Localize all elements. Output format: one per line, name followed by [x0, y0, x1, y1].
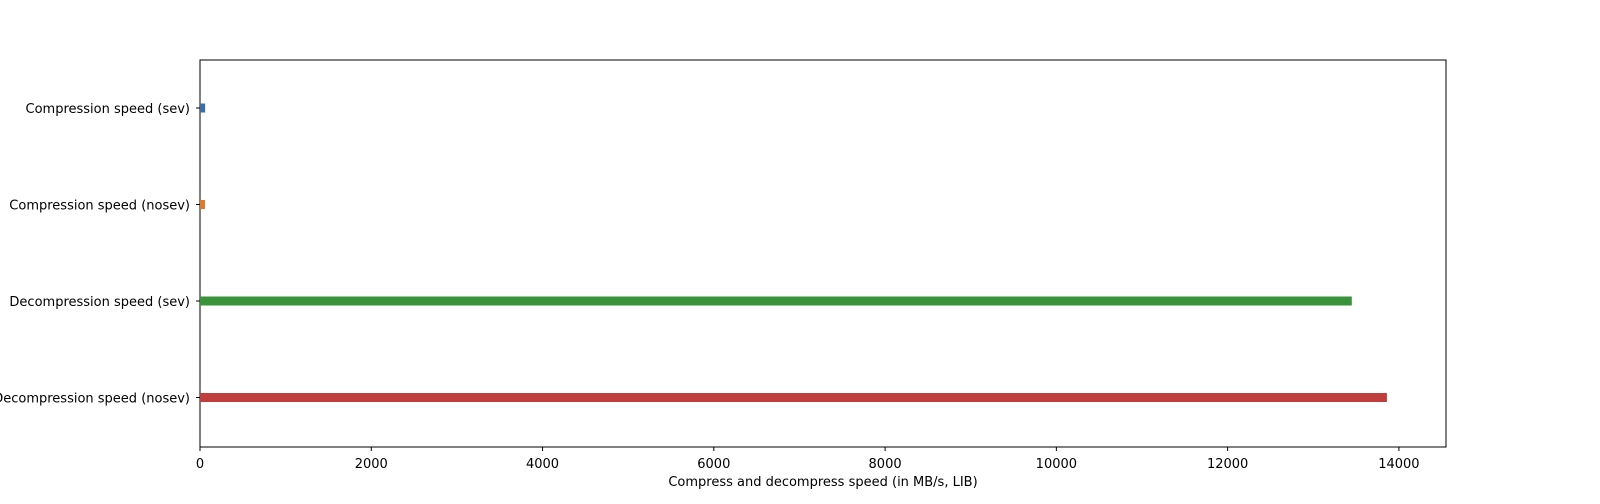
x-axis-label: Compress and decompress speed (in MB/s, … — [668, 475, 977, 490]
y-tick-label: Compression speed (nosev) — [9, 199, 190, 214]
y-tick-label: Decompression speed (sev) — [9, 295, 190, 310]
bar-compression-speed-nosev — [200, 200, 205, 209]
x-axis-ticks: 0 2000 4000 6000 8000 10000 12000 14000 — [196, 447, 1420, 472]
bar-decompression-speed-nosev — [200, 393, 1387, 402]
plot-area-frame — [199, 59, 1447, 448]
x-tick-label: 12000 — [1207, 457, 1248, 472]
y-tick-label: Decompression speed (nosev) — [0, 392, 190, 407]
x-tick-label: 8000 — [869, 457, 902, 472]
bar-decompression-speed-sev — [200, 296, 1352, 306]
x-tick-label: 10000 — [1036, 457, 1077, 472]
bar-compression-speed-sev — [200, 103, 206, 113]
x-tick-label: 14000 — [1378, 457, 1419, 472]
x-tick-label: 4000 — [526, 457, 559, 472]
y-tick-label: Compression speed (sev) — [26, 102, 191, 117]
x-tick-label: 0 — [196, 457, 204, 472]
x-tick-label: 2000 — [355, 457, 388, 472]
x-tick-label: 6000 — [697, 457, 730, 472]
y-axis-ticks: Compression speed (sev) Compression speed… — [0, 102, 200, 407]
bars-layer — [200, 103, 1387, 402]
